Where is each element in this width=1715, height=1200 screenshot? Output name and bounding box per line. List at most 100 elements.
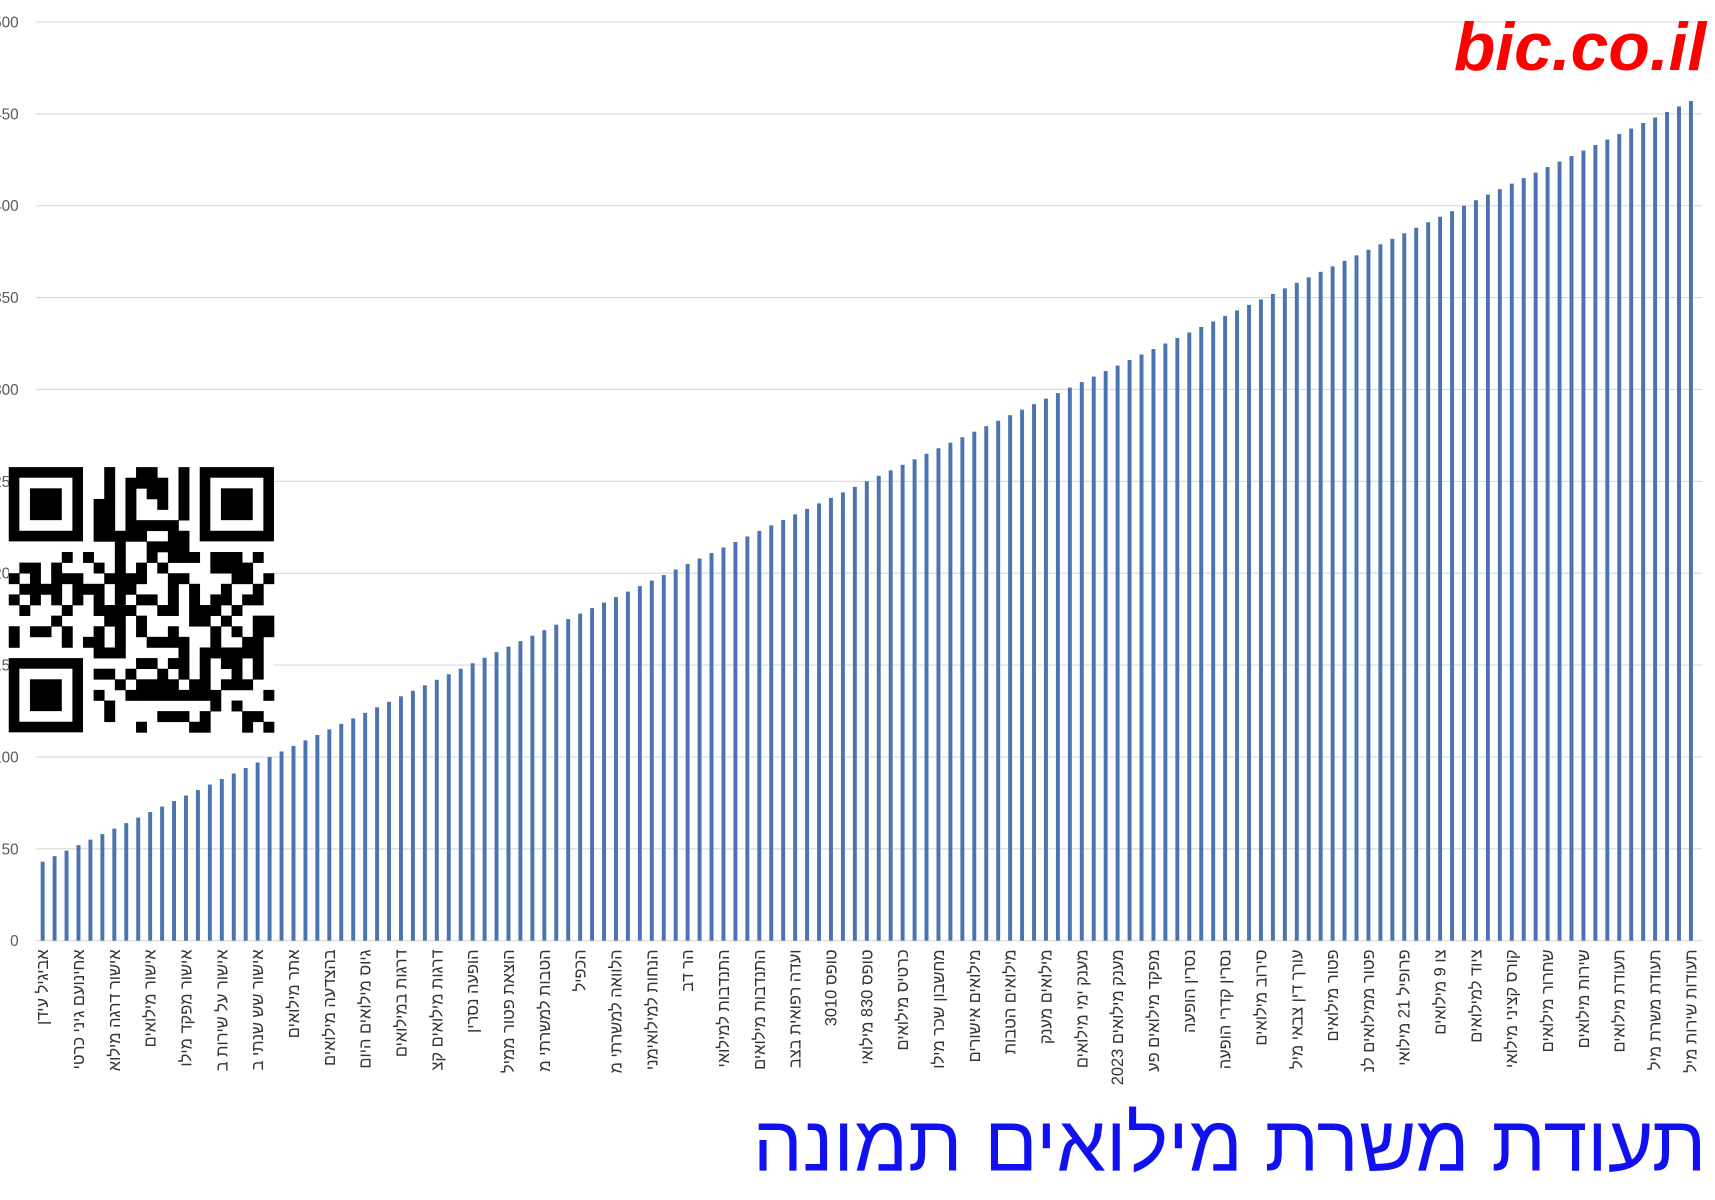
qr-module xyxy=(199,647,211,659)
qr-module xyxy=(178,636,190,648)
qr-module xyxy=(136,562,147,574)
x-tick-label: אישור שש שנתי ב xyxy=(249,949,267,1071)
x-tick-label: דרגות מילואים קצ xyxy=(428,949,446,1070)
bar xyxy=(231,773,236,941)
bar xyxy=(1151,349,1156,941)
qr-module xyxy=(157,488,169,500)
bar xyxy=(805,508,810,941)
bar xyxy=(960,437,965,941)
qr-module xyxy=(242,562,254,574)
qr-module xyxy=(263,573,275,585)
bar xyxy=(1211,321,1216,941)
x-tick-label: פרופיל 21 מילואי xyxy=(1396,949,1414,1065)
bar xyxy=(625,591,630,941)
bar xyxy=(1055,393,1060,941)
qr-module xyxy=(252,647,264,659)
bar xyxy=(207,784,212,941)
qr-module xyxy=(231,679,243,691)
bar xyxy=(685,564,690,941)
qr-module xyxy=(136,467,147,479)
x-tick-label: מילואים אישורים xyxy=(966,949,984,1062)
qr-module xyxy=(252,594,264,606)
x-tick-label: אישור מפקד מילו xyxy=(177,949,195,1067)
bar xyxy=(1485,194,1490,941)
qr-module xyxy=(231,700,243,712)
x-tick-label: שירות מילואים xyxy=(1575,949,1593,1048)
qr-module xyxy=(40,626,52,638)
qr-module xyxy=(51,615,63,627)
bar xyxy=(1354,255,1359,941)
qr-module xyxy=(199,689,211,701)
bar xyxy=(590,608,595,941)
x-tick-label: הטבות למשרתי מ xyxy=(536,949,554,1071)
qr-module xyxy=(210,700,222,712)
qr-module xyxy=(136,658,147,670)
bar xyxy=(828,497,833,941)
qr-module xyxy=(167,541,179,553)
x-tick-label: הלוואה למשרתי מ xyxy=(607,949,625,1073)
qr-module xyxy=(125,605,137,616)
qr-module xyxy=(19,583,31,595)
qr-module xyxy=(157,541,169,553)
bar xyxy=(673,569,678,941)
qr-module xyxy=(136,477,147,489)
bar xyxy=(637,586,642,941)
bar xyxy=(1342,260,1347,941)
watermark: bic.co.il xyxy=(1454,10,1708,85)
qr-module xyxy=(125,509,137,521)
bar xyxy=(195,790,200,941)
x-axis-labels: אביגיל עידן אחינועם גיני כרטי אישור דרגה מ… xyxy=(34,949,1700,1085)
x-tick-label: התנדבות מילואים xyxy=(751,949,769,1069)
bar xyxy=(160,806,165,941)
qr-finder xyxy=(29,488,62,521)
qr-module xyxy=(61,551,73,563)
x-tick-label: כרטיס מילואים xyxy=(894,949,912,1050)
qr-module xyxy=(125,520,137,532)
bar xyxy=(1282,288,1287,941)
bar xyxy=(1426,222,1431,941)
qr-module xyxy=(104,647,116,659)
bar xyxy=(1569,156,1574,941)
bar xyxy=(1115,365,1120,941)
qr-module xyxy=(93,647,105,659)
bar xyxy=(1043,398,1048,941)
x-tick-label: טופס 3010 xyxy=(822,949,840,1026)
qr-module xyxy=(19,562,31,574)
bar xyxy=(1605,139,1610,941)
y-tick-label: 0 xyxy=(10,933,19,950)
qr-module xyxy=(178,689,190,701)
qr-module xyxy=(61,636,73,648)
qr-module xyxy=(157,498,169,510)
x-tick-label: פטור ממילואים לנ xyxy=(1360,949,1378,1072)
qr-module xyxy=(210,562,222,574)
x-tick-label: הופעה נסרין xyxy=(464,949,482,1033)
y-tick-label: 300 xyxy=(0,382,19,399)
qr-module xyxy=(242,721,254,733)
qr-module xyxy=(114,562,126,574)
bar xyxy=(709,552,714,941)
qr-module xyxy=(178,658,190,670)
qr-module xyxy=(242,573,254,585)
bar xyxy=(1641,123,1646,941)
qr-module xyxy=(146,488,158,500)
qr-module xyxy=(178,488,190,500)
bar xyxy=(602,602,606,941)
qr-module xyxy=(72,583,84,595)
x-tick-label: נסרין הופעה xyxy=(1181,949,1199,1033)
qr-module xyxy=(136,615,147,627)
bar xyxy=(136,817,141,941)
bar xyxy=(1163,343,1168,941)
bar xyxy=(422,685,427,941)
bar xyxy=(1020,409,1025,941)
qr-module xyxy=(167,605,179,616)
bar xyxy=(387,701,392,941)
qr-module xyxy=(220,679,232,691)
bar xyxy=(1103,371,1108,941)
bar xyxy=(1247,304,1251,941)
qr-module xyxy=(29,594,41,606)
qr-module xyxy=(29,562,41,574)
bar xyxy=(1175,338,1180,941)
qr-module xyxy=(114,626,126,638)
qr-module xyxy=(189,551,201,563)
x-tick-label: דרגות במילואים xyxy=(392,949,410,1057)
